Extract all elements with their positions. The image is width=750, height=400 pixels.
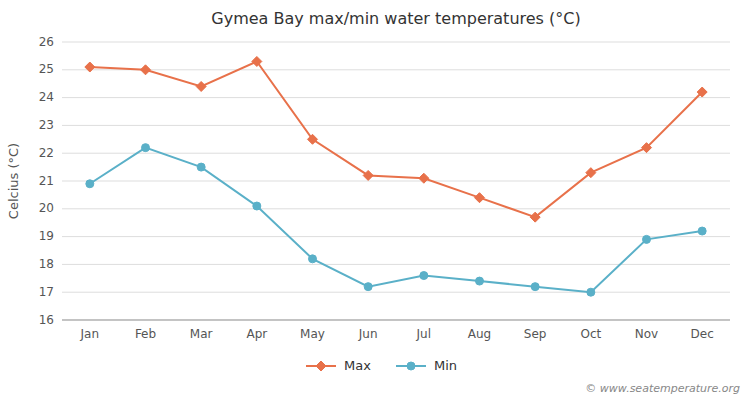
grid-line [62,69,730,70]
chart-container: 16 17 18 19 20 21 22 23 24 25 26 Jan Feb Mar Apr May Jun… [0,0,750,400]
data-point [86,180,94,188]
grid-line [62,320,730,321]
legend-marker [407,362,415,370]
data-point [643,235,651,243]
grid-line [62,208,730,209]
grid-line [62,181,730,182]
x-tick-label: Jul [416,327,431,341]
y-tick-label: 22 [39,146,54,160]
x-tick-label: Oct [580,327,601,341]
data-point [252,56,262,66]
data-point [363,170,373,180]
grid [62,42,730,320]
series [86,144,706,297]
grid-line [62,292,730,293]
data-point [308,134,318,144]
x-tick-label: Apr [246,327,267,341]
data-point [697,87,707,97]
data-point [587,288,595,296]
data-point [364,283,372,291]
series [85,56,707,222]
data-point [419,173,429,183]
x-tick-label: Jun [358,327,378,341]
legend-label: Min [434,358,457,373]
y-tick-label: 18 [39,257,54,271]
data-point [197,163,205,171]
chart-svg: 16 17 18 19 20 21 22 23 24 25 26 Jan Feb Mar Apr May Jun… [0,0,750,400]
legend-label: Max [344,358,371,373]
data-point [530,212,540,222]
y-tick-label: 25 [39,62,54,76]
data-point [196,81,206,91]
data-point [531,283,539,291]
grid-line [62,97,730,98]
grid-line [62,264,730,265]
x-tick-label: May [300,327,325,341]
chart-title: Gymea Bay max/min water temperatures (°C… [211,9,580,28]
data-point [142,144,150,152]
x-tick-label: Sep [524,327,547,341]
grid-line [62,236,730,237]
x-tick-label: Nov [635,327,658,341]
watermark: © www.seatemperature.org [585,382,740,395]
y-tick-label: 24 [39,90,54,104]
x-axis-line [62,320,730,321]
data-point [642,143,652,153]
data-point [475,193,485,203]
series-line [90,61,702,217]
data-point [141,65,151,75]
x-tick-label: Feb [135,327,156,341]
legend: Max Min [306,358,457,373]
data-point [698,227,706,235]
grid-line [62,42,730,43]
data-point [420,272,428,280]
y-tick-label: 26 [39,35,54,49]
x-tick-label: Mar [190,327,213,341]
plot-area [85,56,707,296]
data-point [309,255,317,263]
y-tick-label: 21 [39,174,54,188]
data-point [253,202,261,210]
legend-marker [316,361,326,371]
y-tick-label: 16 [39,313,54,327]
y-tick-label: 23 [39,118,54,132]
series-line [90,148,702,293]
y-tick-label: 19 [39,229,54,243]
data-point [586,168,596,178]
y-tick-label: 20 [39,201,54,215]
x-tick-label: Aug [468,327,491,341]
y-axis-label: Celcius (°C) [6,143,21,219]
x-tick-label: Jan [80,327,100,341]
x-tick-label: Dec [691,327,714,341]
grid-line [62,125,730,126]
data-point [85,62,95,72]
y-tick-label: 17 [39,285,54,299]
data-point [476,277,484,285]
